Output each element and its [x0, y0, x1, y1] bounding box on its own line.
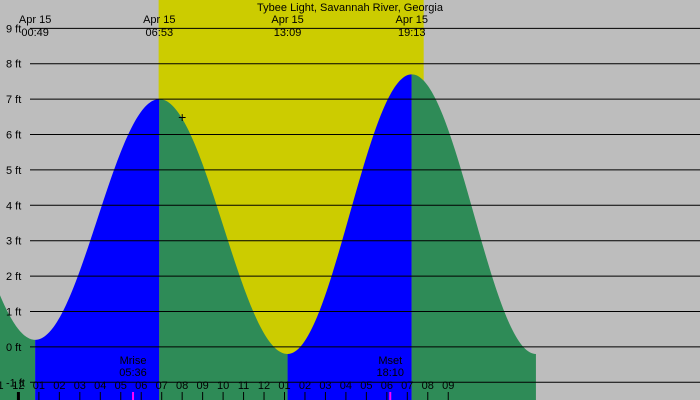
chart-title: Tybee Light, Savannah River, Georgia [257, 2, 444, 14]
x-tick-label: 02 [53, 380, 65, 392]
y-tick-label: 3 ft [6, 236, 21, 248]
extreme-time-label: 19:13 [398, 27, 426, 39]
x-tick-label: 09 [197, 380, 209, 392]
extreme-time-label: 13:09 [274, 27, 302, 39]
rising-tide-area [35, 99, 160, 400]
y-tick-label: 7 ft [6, 94, 21, 106]
y-tick-label: 9 ft [6, 23, 21, 35]
x-tick-label: 11 [238, 380, 249, 392]
x-tick-label: 05 [115, 380, 127, 392]
x-tick-label: 03 [74, 380, 86, 392]
extreme-date-label: Apr 15 [143, 14, 175, 26]
x-tick-label: 06 [135, 380, 147, 392]
x-tick-label: 10 [217, 380, 229, 392]
y-tick-label: 8 ft [6, 59, 21, 71]
y-tick-label: 1 ft [6, 307, 21, 319]
x-tick-label: 08 [176, 380, 188, 392]
y-tick-label: 4 ft [6, 200, 21, 212]
y-tick-label: 5 ft [6, 165, 21, 177]
y-tick-label: -1 ft [6, 377, 25, 389]
extreme-time-label: 00:49 [21, 27, 49, 39]
x-tick-label: 06 [381, 380, 393, 392]
extreme-time-label: 06:53 [146, 27, 174, 39]
moon-event-time: 05:36 [119, 367, 147, 379]
x-tick-label: 09 [442, 380, 454, 392]
x-tick-label: 04 [94, 380, 106, 392]
x-tick-label: 01 [278, 380, 290, 392]
y-tick-label: 2 ft [6, 271, 21, 283]
falling-tide-area [159, 99, 288, 400]
x-axis-labels: 11 12 01 02 03 04 05 06 07 08 09 10 11 12 01 02 03 04 05 06… [0, 380, 454, 400]
x-tick-label: 08 [422, 380, 434, 392]
moon-event-time: 18:10 [376, 367, 404, 379]
x-tick-label: 07 [156, 380, 168, 392]
extreme-date-label: Apr 15 [19, 14, 51, 26]
grid-lines [30, 27, 700, 383]
extreme-date-label: Apr 15 [396, 14, 428, 26]
x-tick-label: 02 [299, 380, 311, 392]
rising-tide-area [287, 74, 412, 400]
x-tick-label: 03 [319, 380, 331, 392]
falling-tide-area [0, 295, 36, 400]
y-tick-label: 6 ft [6, 130, 21, 142]
x-tick-label: 01 [33, 380, 45, 392]
tide-areas [0, 74, 536, 400]
x-tick-label: 12 [12, 380, 24, 392]
current-tide-marker: + [178, 109, 186, 125]
x-tick-label: 04 [340, 380, 352, 392]
y-tick-label: 0 ft [6, 342, 21, 354]
x-tick-label: 07 [401, 380, 413, 392]
falling-tide-area [411, 74, 536, 400]
moon-event-name: Mset [378, 355, 402, 367]
y-axis-labels: -1 ft 0 ft 1 ft 2 ft 3 ft 4 ft 5 ft 6 ft 7 ft 8 f… [6, 23, 25, 389]
extreme-date-label: Apr 15 [271, 14, 303, 26]
x-tick-label: 05 [360, 380, 372, 392]
x-tick-label: 12 [258, 380, 270, 392]
moon-event-name: Mrise [120, 355, 147, 367]
x-tick-label: 11 [0, 380, 4, 392]
